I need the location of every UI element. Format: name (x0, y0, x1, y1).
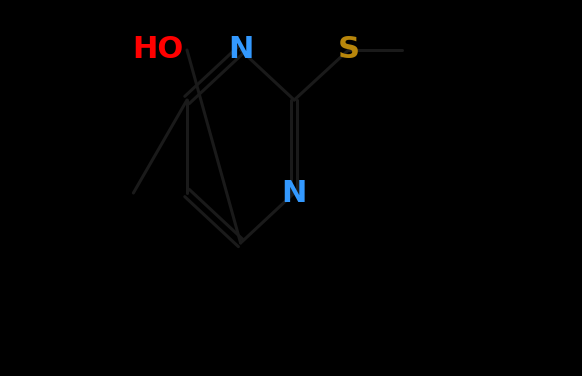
Text: N: N (228, 35, 253, 65)
Text: N: N (282, 179, 307, 208)
Text: S: S (338, 35, 360, 65)
Text: HO: HO (133, 35, 184, 65)
